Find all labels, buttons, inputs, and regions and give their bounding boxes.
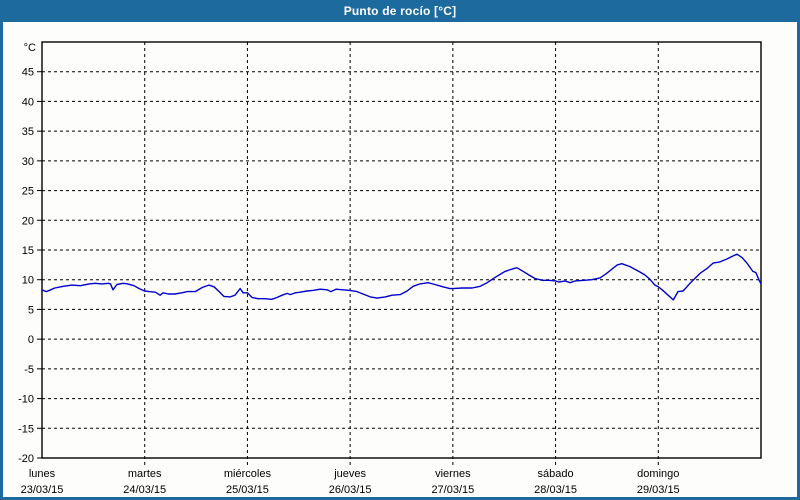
x-day-name-label: sábado (538, 468, 574, 480)
series-lines (41, 253, 762, 301)
x-day-date-label: 29/03/15 (637, 484, 680, 496)
y-tick-label: -10 (18, 394, 34, 406)
y-axis-labels: 45 40 35 30 25 20 15 10 5 0 -5 -10 -15 -20 °C (18, 42, 36, 465)
x-day-name-label: domingo (637, 468, 679, 480)
y-tick-label: -20 (18, 453, 34, 465)
x-day-name-label: viernes (435, 468, 471, 480)
y-tick-label: 10 (22, 275, 34, 287)
x-axis-labels: lunes 23/03/15 martes 24/03/15 miércoles 25/0… (21, 468, 680, 496)
x-day-date-label: 25/03/15 (226, 484, 269, 496)
x-day-name-label: lunes (29, 468, 56, 480)
x-day-name-label: miércoles (224, 468, 272, 480)
chart-panel (3, 22, 797, 497)
y-tick-label: 30 (22, 156, 34, 168)
y-tick-label: 25 (22, 186, 34, 198)
x-day-date-label: 23/03/15 (21, 484, 64, 496)
y-tick-label: 15 (22, 245, 34, 257)
x-day-date-label: 27/03/15 (431, 484, 474, 496)
series-line-punto-de-rocío (41, 253, 762, 301)
x-day-name-label: jueves (333, 468, 366, 480)
y-tick-label: 20 (22, 215, 34, 227)
title-bar: Punto de rocío [°C] (0, 0, 800, 22)
chart-title: Punto de rocío [°C] (343, 4, 457, 18)
y-tick-label: 40 (22, 96, 34, 108)
gridlines (42, 42, 761, 465)
x-day-date-label: 24/03/15 (123, 484, 166, 496)
y-tick-label: 5 (28, 304, 34, 316)
y-tick-label: 0 (28, 334, 34, 346)
y-tick-label: -5 (24, 364, 34, 376)
x-day-name-label: martes (128, 468, 162, 480)
x-day-date-label: 26/03/15 (329, 484, 372, 496)
y-tick-label: 45 (22, 67, 34, 79)
plot-border (41, 41, 762, 459)
y-tick-label: 35 (22, 126, 34, 138)
x-day-date-label: 28/03/15 (534, 484, 577, 496)
y-axis-unit-label: °C (24, 42, 36, 54)
plot-border-and-ticks (37, 41, 762, 459)
y-tick-label: -15 (18, 423, 34, 435)
